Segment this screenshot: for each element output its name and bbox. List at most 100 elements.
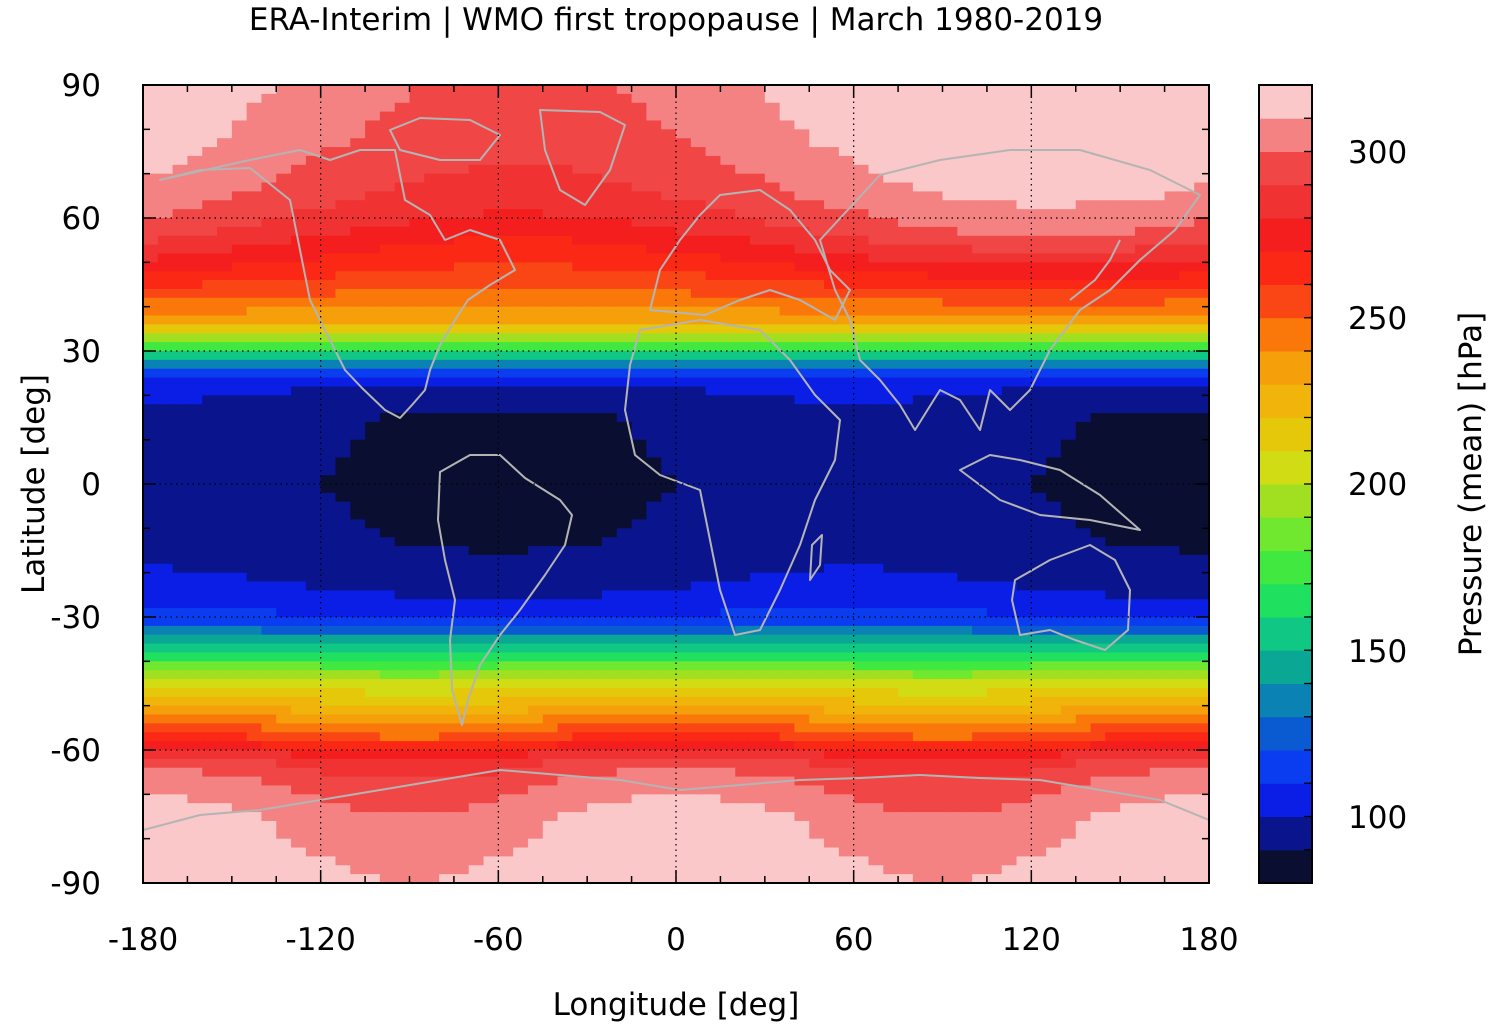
field-cell [187,138,203,148]
field-cell [1134,554,1151,565]
field-cell [276,484,292,494]
field-cell [898,625,914,636]
field-cell [305,155,322,166]
field-cell [1164,253,1180,263]
field-cell [320,492,337,503]
field-cell [557,244,573,255]
field-cell [764,368,781,379]
field-cell [424,386,440,396]
field-cell [1060,519,1077,529]
field-cell [957,475,973,485]
field-cell [483,359,499,370]
field-cell [217,590,233,600]
field-cell [838,120,855,130]
field-cell [483,315,499,325]
field-cell [379,288,396,299]
field-cell [1105,537,1121,547]
field-cell [912,661,929,671]
field-cell [809,226,825,237]
field-cell [1105,377,1121,388]
field-cell [1090,182,1106,192]
field-cell [1001,492,1018,503]
field-cell [809,475,825,485]
field-cell [1194,501,1209,512]
field-cell [202,492,218,503]
field-cell [320,280,337,290]
field-cell [217,111,233,122]
field-cell [202,351,218,361]
field-cell [498,661,514,671]
field-cell [616,501,633,512]
field-cell [1001,413,1018,423]
field-cell [735,475,751,485]
field-cell [246,262,263,272]
field-cell [217,386,233,396]
field-cell [1120,599,1136,609]
field-cell [498,546,514,556]
field-cell [661,324,677,334]
field-cell [231,554,248,565]
field-cell [276,85,292,95]
field-cell [1194,554,1209,565]
field-cell [483,661,499,671]
field-cell [320,191,337,201]
field-cell [513,546,529,556]
field-cell [157,448,174,458]
field-cell [261,155,277,166]
field-cell [557,679,573,689]
field-cell [1105,138,1121,148]
field-cell [1164,519,1180,529]
field-cell [764,191,781,201]
field-cell [483,510,499,521]
field-cell [690,244,707,255]
field-cell [972,386,988,396]
field-cell [750,182,766,192]
field-cell [527,590,544,600]
field-cell [276,359,292,370]
field-cell [365,85,381,95]
field-cell [661,421,677,432]
field-cell [527,510,544,521]
field-cell [824,421,840,432]
field-cell [794,679,810,689]
field-cell [794,359,810,370]
field-cell [1046,297,1062,308]
field-cell [601,572,618,583]
field-cell [942,608,958,618]
field-cell [542,155,559,166]
field-cell [143,155,159,166]
field-cell [1179,484,1195,494]
field-cell [794,448,810,458]
field-cell [690,421,707,432]
field-cell [350,200,366,210]
field-cell [779,608,796,618]
field-cell [1105,617,1121,627]
field-cell [187,129,203,139]
field-cell [527,351,544,361]
field-cell [320,359,337,370]
field-cell [246,280,263,290]
field-cell [542,182,559,192]
field-cell [794,537,810,547]
field-cell [483,413,499,423]
field-cell [764,421,781,432]
field-cell [542,244,559,255]
field-cell [676,572,692,583]
field-cell [764,85,781,95]
field-cell [794,102,810,113]
field-cell [379,634,396,645]
field-cell [320,421,337,432]
field-cell [542,492,559,503]
field-cell [335,386,351,396]
field-cell [365,643,381,654]
field-cell [1105,466,1121,476]
field-cell [350,448,366,458]
field-cell [868,120,884,130]
field-cell [350,271,366,281]
field-cell [927,625,944,636]
field-cell [453,439,470,450]
field-cell [868,147,884,157]
field-cell [646,537,662,547]
field-cell [646,492,662,503]
field-cell [483,182,499,192]
